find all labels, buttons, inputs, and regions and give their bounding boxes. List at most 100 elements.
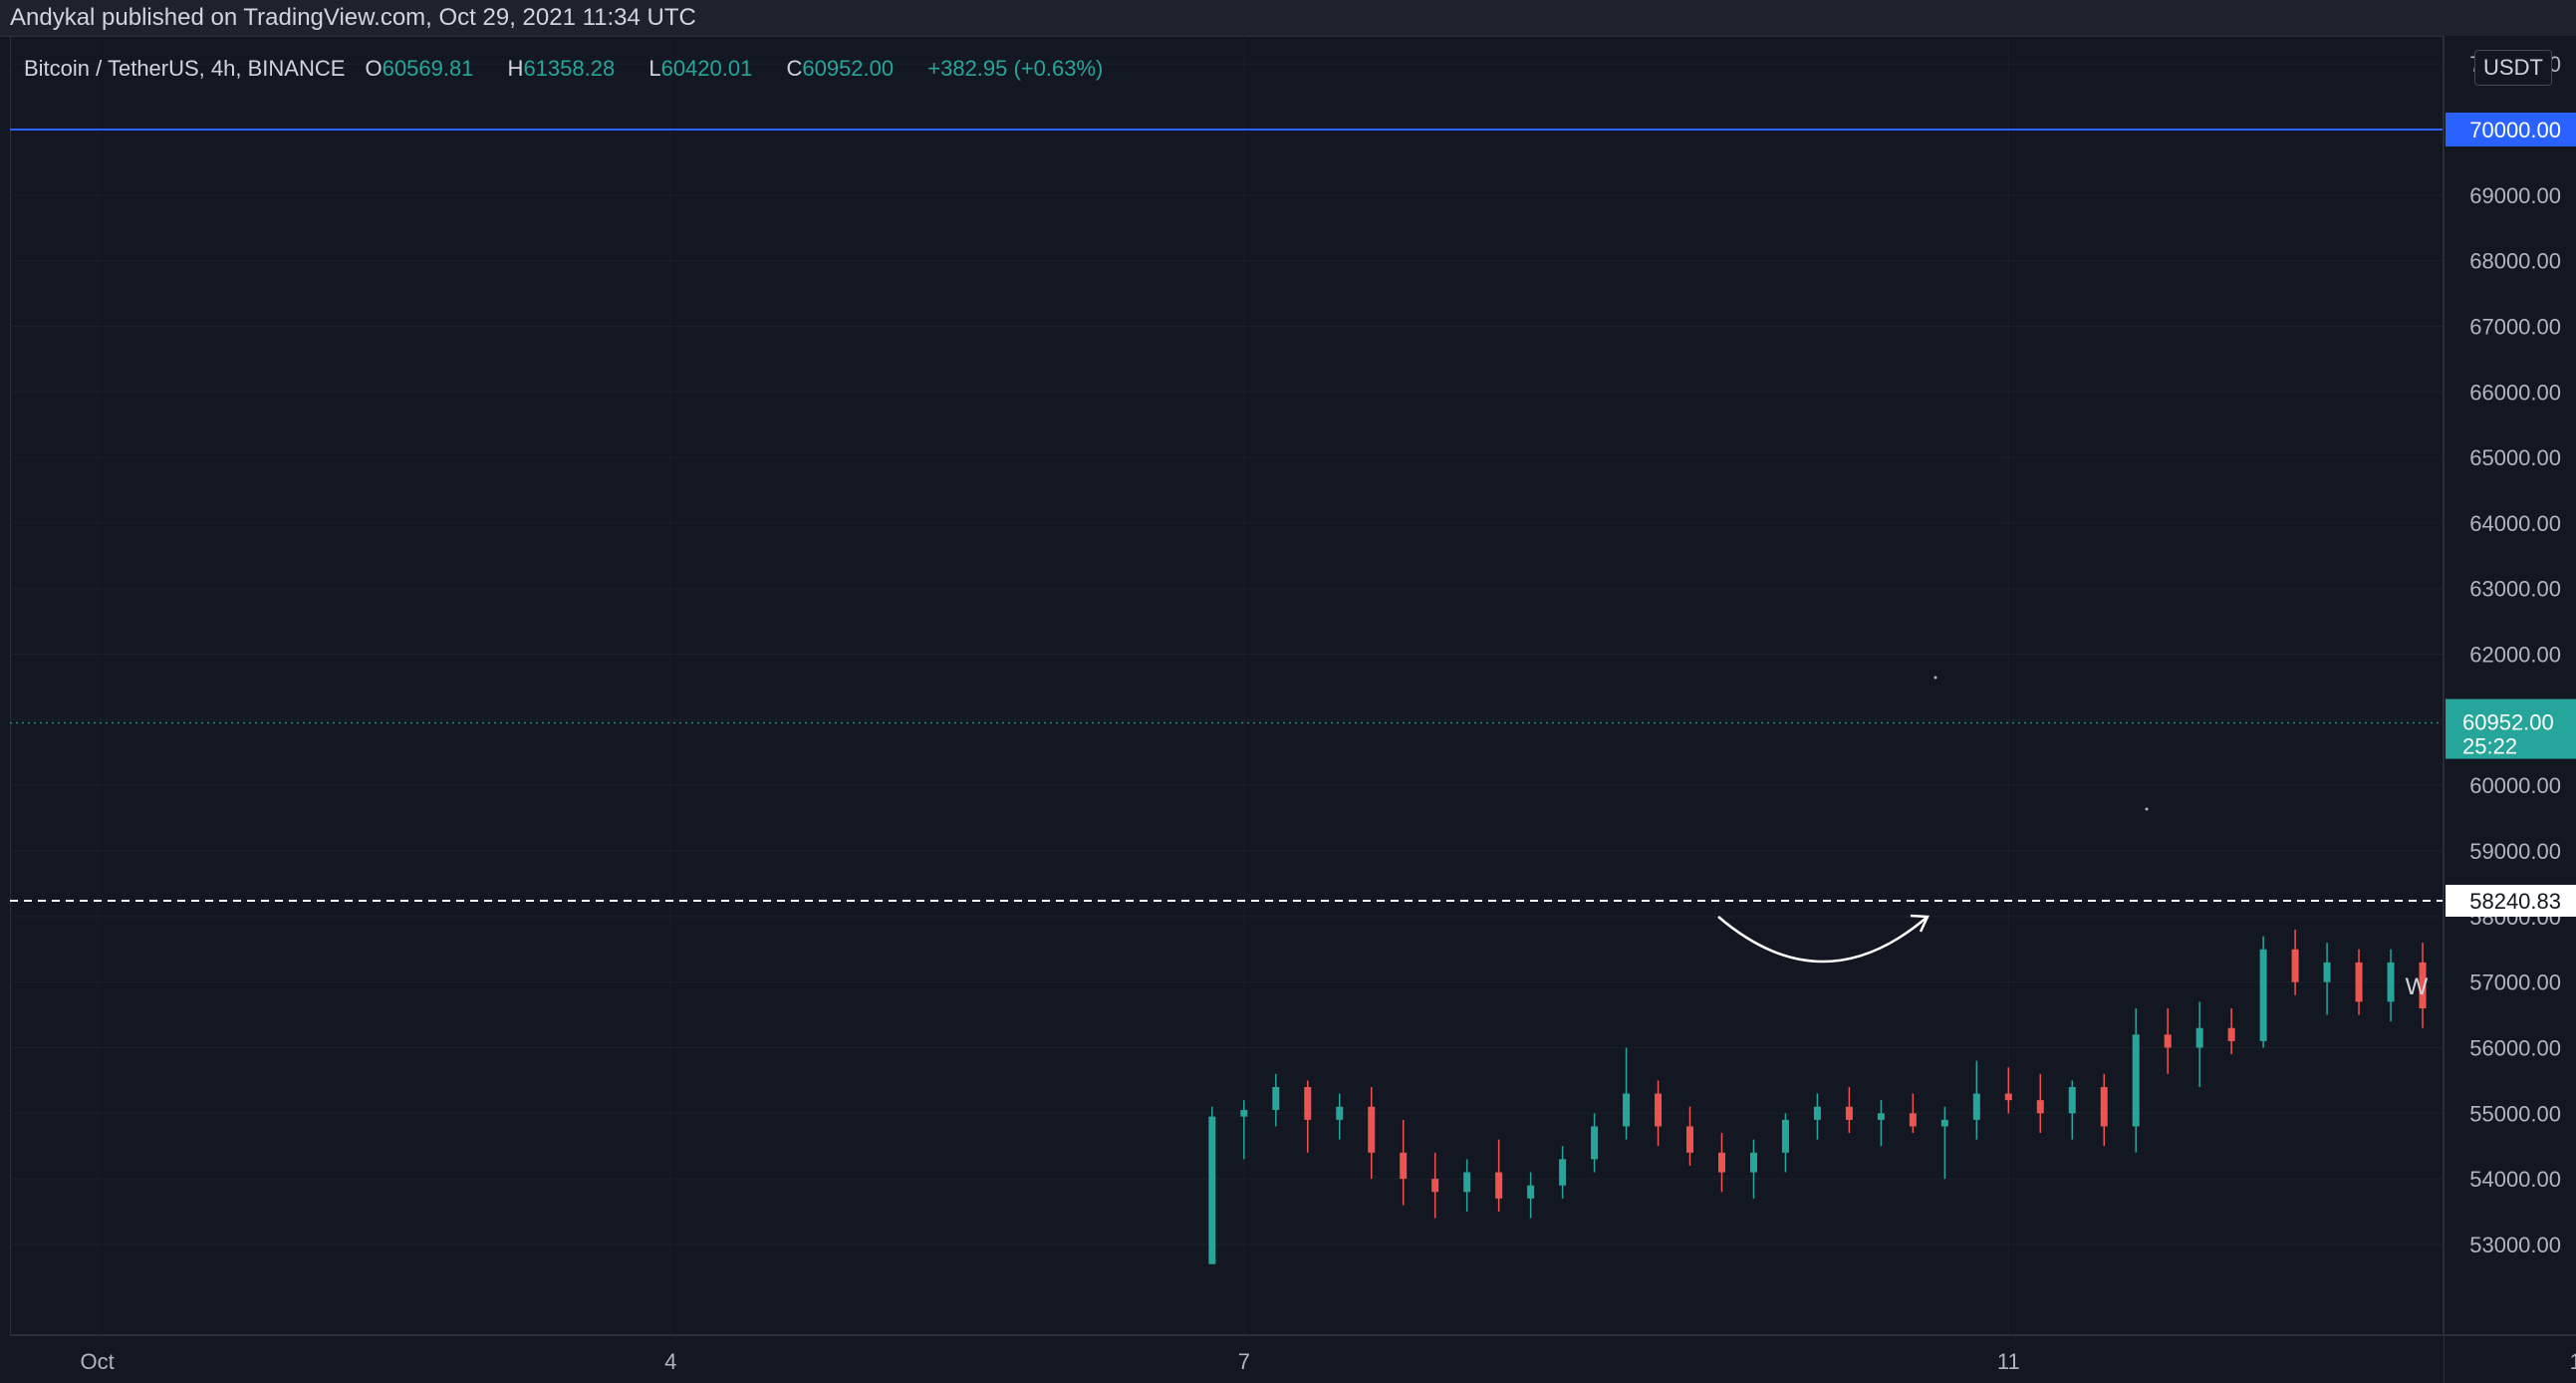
candle-body: [1336, 1106, 1344, 1120]
candle-body: [1813, 1106, 1821, 1120]
price-tick-label: 57000.00: [2469, 970, 2561, 995]
candle-up: [2195, 1001, 2203, 1087]
candle-body: [2387, 962, 2395, 1002]
curved-arrow-drawing: [1717, 914, 1930, 964]
candle-up: [1240, 1100, 1248, 1160]
support-price-label: 58240.83: [2469, 889, 2561, 914]
candle-down: [1686, 1106, 1694, 1166]
candle-body: [2100, 1086, 2108, 1127]
price-tick-label: 53000.00: [2469, 1233, 2561, 1257]
candle-up: [1336, 1093, 1344, 1140]
candle-down: [1304, 1080, 1312, 1153]
candle-up: [1972, 1060, 1980, 1140]
change-value: +382.95 (+0.63%): [927, 56, 1104, 81]
candle-down: [2100, 1073, 2108, 1147]
candle-body: [1368, 1106, 1376, 1153]
candle-body: [1527, 1185, 1535, 1199]
candle-up: [1877, 1100, 1885, 1147]
candle-body: [2291, 949, 2299, 982]
candle-up: [1559, 1146, 1567, 1199]
candle-up: [1463, 1159, 1471, 1213]
price-tick-label: 54000.00: [2469, 1167, 2561, 1192]
candle-down: [2164, 1007, 2172, 1074]
close-value: C60952.00: [786, 56, 895, 81]
candle-down: [1655, 1080, 1663, 1147]
symbol-name[interactable]: Bitcoin / TetherUS, 4h, BINANCE: [24, 56, 346, 81]
publisher-text: Andykal published on TradingView.com, Oc…: [10, 4, 696, 31]
price-tick-label: 64000.00: [2469, 511, 2561, 536]
price-tick-label: 68000.00: [2469, 249, 2561, 274]
candle-up: [1781, 1113, 1789, 1173]
price-tick-label: 63000.00: [2469, 577, 2561, 602]
curved-arrow-path: [1717, 916, 1929, 964]
candle-body: [1972, 1093, 1980, 1120]
candle-down: [1368, 1086, 1376, 1180]
candle-body: [2355, 962, 2363, 1002]
horizontal-levels: [10, 129, 2444, 902]
candle-up: [2259, 936, 2267, 1048]
time-tick-label: 4: [664, 1349, 676, 1374]
publisher-bar: Andykal published on TradingView.com, Oc…: [0, 0, 2576, 37]
candle-down: [1431, 1152, 1439, 1219]
price-tick-label: 59000.00: [2469, 839, 2561, 864]
candle-body: [2323, 962, 2331, 982]
open-value: O60569.81: [365, 56, 474, 81]
candle-up: [1591, 1113, 1599, 1173]
candle-body: [1655, 1093, 1663, 1127]
last-price-badge: [2446, 698, 2576, 759]
price-tick-label: 66000.00: [2469, 380, 2561, 405]
arrow-head: [1910, 914, 1930, 933]
price-tick-label: 60000.00: [2469, 773, 2561, 798]
candle-down: [2227, 1007, 2235, 1055]
bar-countdown-label: 25:22: [2462, 734, 2517, 759]
candle-down: [2355, 949, 2363, 1015]
stray-dots: [1933, 676, 2149, 811]
candle-body: [1559, 1159, 1567, 1186]
candle-body: [2132, 1034, 2140, 1127]
candle-body: [2036, 1100, 2044, 1114]
candle-up: [1272, 1073, 1280, 1127]
candle-up: [1623, 1047, 1631, 1140]
candle-body: [2259, 949, 2267, 1041]
candle-body: [1431, 1179, 1439, 1193]
candle-up: [1749, 1139, 1757, 1199]
time-axis[interactable]: [10, 1334, 2576, 1383]
last-price-label: 60952.00: [2462, 710, 2554, 735]
candle-up: [1527, 1172, 1535, 1219]
candles: [1208, 930, 2554, 1264]
time-tick-label: 7: [1238, 1349, 1250, 1374]
candle-down: [1495, 1139, 1503, 1213]
candle-body: [1717, 1152, 1725, 1173]
candle-down: [1909, 1093, 1917, 1134]
candle-body: [1495, 1172, 1503, 1199]
time-axis-labels: Oct47111418212528Nov4: [80, 1349, 2576, 1374]
price-tick-label: 65000.00: [2469, 445, 2561, 470]
candle-body: [1845, 1106, 1853, 1120]
candle-body: [1781, 1119, 1789, 1153]
low-value: L60420.01: [648, 56, 753, 81]
price-tick-label: 56000.00: [2469, 1035, 2561, 1060]
candle-up: [1208, 1106, 1216, 1264]
support-price-badge: [2446, 884, 2576, 917]
time-axis-bg: [10, 1335, 2444, 1383]
price-tick-label: 67000.00: [2469, 314, 2561, 339]
candle-down: [1400, 1119, 1408, 1206]
candle-body: [1240, 1110, 1248, 1117]
candle-body: [1909, 1113, 1917, 1127]
candle-body: [1591, 1126, 1599, 1160]
candle-body: [1623, 1093, 1631, 1127]
candle-body: [2227, 1027, 2235, 1041]
candle-body: [1208, 1116, 1216, 1264]
candle-body: [1686, 1126, 1694, 1153]
candle-down: [2291, 930, 2299, 995]
candle-up: [1813, 1093, 1821, 1140]
currency-button[interactable]: USDT: [2474, 50, 2552, 86]
candle-up: [2068, 1080, 2076, 1140]
candle-down: [2419, 943, 2427, 1028]
price-tick-label: 62000.00: [2469, 643, 2561, 668]
candle-body: [1272, 1086, 1280, 1111]
candle-body: [1749, 1152, 1757, 1173]
candle-up: [2323, 943, 2331, 1015]
